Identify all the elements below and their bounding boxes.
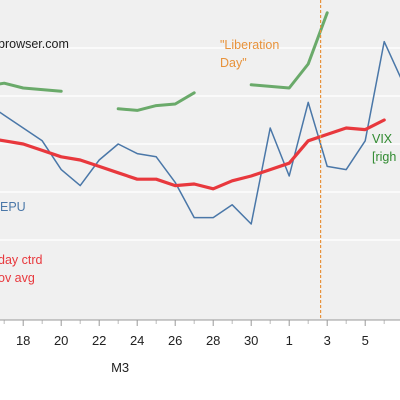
x-tick-label: 5 <box>362 333 369 348</box>
red-line-label: ov avg <box>0 271 35 285</box>
x-tick-label: 3 <box>324 333 331 348</box>
epu-line <box>0 40 400 225</box>
red-line-label: day ctrd <box>0 253 43 267</box>
source-text: browser.com <box>0 37 69 51</box>
x-tick-label: 1 <box>286 333 293 348</box>
vix-line-segment-1 <box>0 81 63 93</box>
series-layer <box>0 11 400 225</box>
vline-label: "Liberation <box>220 38 279 52</box>
gridlines <box>0 47 400 241</box>
x-tick-label: 22 <box>92 333 106 348</box>
vix-label: VIX <box>372 132 393 146</box>
annotation-layer: browser.com "Liberation Day" EPU day ctrd ov … <box>0 37 396 285</box>
x-tick-label: 28 <box>206 333 220 348</box>
plot-background <box>0 0 400 320</box>
x-axis-ticks: 182022242628301357M3M4 <box>3 320 400 375</box>
month-label: M3 <box>111 360 129 375</box>
x-tick-label: 18 <box>16 333 30 348</box>
vline-label: Day" <box>220 56 247 70</box>
x-tick-label: 26 <box>168 333 182 348</box>
x-tick-label: 30 <box>244 333 258 348</box>
epu-label: EPU <box>0 200 26 214</box>
x-tick-label: 24 <box>130 333 144 348</box>
vix-label: [righ <box>372 150 396 164</box>
vix-line-segment-2 <box>116 91 196 112</box>
vix-line-segment-3 <box>249 11 329 90</box>
x-tick-label: 20 <box>54 333 68 348</box>
moving-average-line <box>0 118 386 191</box>
